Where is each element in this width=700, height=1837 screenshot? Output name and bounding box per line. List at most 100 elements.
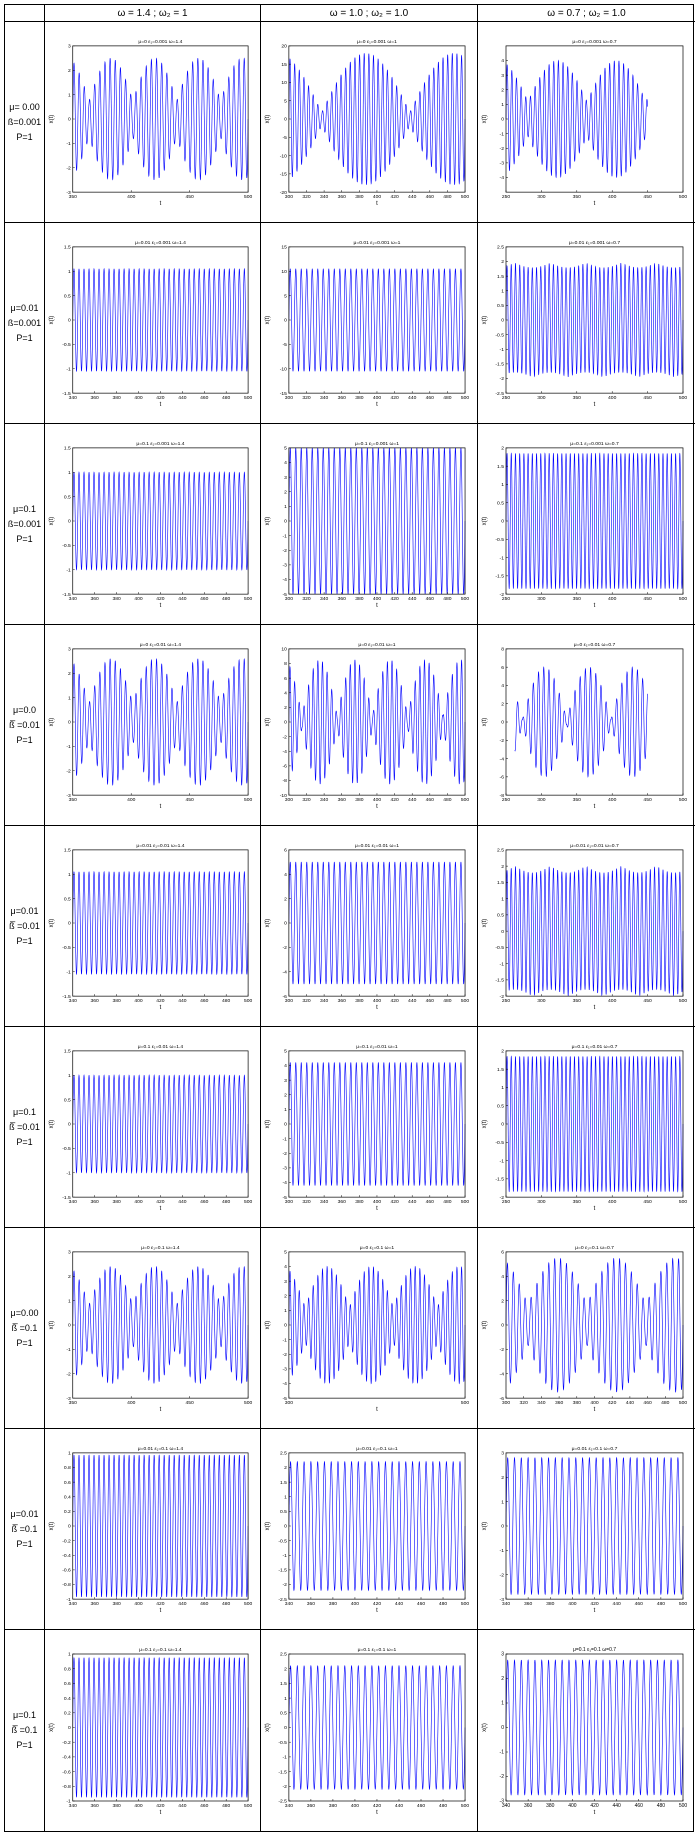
y-tick-label: 1 [68,92,71,98]
y-tick-label: 0.4 [64,1494,71,1500]
x-tick-label: 400 [127,194,135,200]
x-tick-label: 350 [573,797,582,803]
x-tick-label: 480 [443,194,452,200]
y-tick-label: 4 [284,460,287,466]
row-beta-label: ß̅ =0.1 [11,1725,38,1735]
row-label-7: μ=0.00 ß̅ =0.1 P=1 [5,1228,45,1429]
y-tick-label: -4 [500,175,505,181]
y-tick-label: -1 [500,555,505,561]
x-tick-label: 460 [426,1199,435,1205]
y-tick-label: -0.5 [495,945,504,951]
x-tick-label: 400 [134,1199,142,1205]
y-tick-label: -1 [282,1755,287,1761]
x-tick-label: 500 [461,797,470,803]
chart-title: μ=0.01 ε₁=0.001 ω=1 [354,240,401,246]
y-tick-label: 0.5 [497,1103,504,1109]
series-line [288,447,466,595]
y-tick-label: 6 [501,1250,504,1256]
x-tick-label: 250 [502,194,511,200]
y-tick-label: 0 [284,720,287,726]
x-tick-label: 300 [502,1400,511,1406]
y-tick-label: 1.5 [64,245,71,251]
x-tick-label: 440 [178,1601,186,1607]
y-tick-label: 10 [281,269,287,275]
y-tick-label: 2 [501,1676,504,1682]
x-axis-label: t [160,804,162,810]
x-tick-label: 420 [156,1199,164,1205]
plot-cell-r8-c3: μ=0.01 ε₁=0.1 ω=0.7 340 360 380 400 420 440 460… [478,1429,695,1630]
x-tick-label: 340 [320,1199,329,1205]
y-axis-label: x(t) [482,517,488,526]
x-tick-label: 400 [608,998,617,1004]
chart-svg: μ=0.1 ε₁=0.1 ω=1.4 340 360 380 400 420 440 460 4… [49,1647,253,1816]
x-tick-label: 360 [91,1803,99,1809]
x-tick-label: 340 [320,194,329,200]
y-tick-label: 3 [501,73,504,79]
x-tick-label: 440 [395,1601,404,1607]
series-line [505,866,684,997]
x-axis-label: t [376,201,378,207]
y-axis-label: x(t) [265,1522,271,1531]
y-tick-label: 1 [284,1308,287,1314]
y-tick-label: -1 [282,533,287,539]
x-tick-label: 500 [679,1803,688,1809]
x-tick-label: 420 [156,1601,164,1607]
row-p-label: P=1 [16,1538,33,1549]
x-tick-label: 340 [320,596,329,602]
plot-cell-r3-c2: μ=0.1 ε₁=0.001 ω=1 300 320 340 360 380 400 420 4… [261,424,478,625]
row-p-label: P=1 [16,131,33,142]
y-tick-label: 1 [68,695,71,701]
y-tick-label: 0.5 [64,293,71,299]
y-tick-label: 1 [501,1701,504,1707]
y-tick-label: -1 [66,567,71,573]
x-tick-label: 500 [244,998,252,1004]
y-tick-label: 0.8 [64,1465,71,1471]
y-tick-label: -2 [282,548,287,554]
y-axis-label: x(t) [265,718,271,727]
row-p-label: P=1 [16,935,33,946]
y-tick-label: 2 [68,1274,71,1280]
x-tick-label: 500 [461,395,470,401]
x-axis-label: t [160,1407,162,1413]
x-tick-label: 420 [156,395,164,401]
x-tick-label: 450 [643,998,652,1004]
x-tick-label: 360 [91,596,99,602]
chart-title: μ=0.1 ε₁=0.1 ω=1.4 [139,1647,182,1653]
y-tick-label: -6 [282,994,287,1000]
y-tick-label: 0 [501,519,504,525]
chart-title: μ=0.1 ε₁=0.001 ω=1.4 [136,441,184,447]
y-tick-label: 0.5 [497,913,504,919]
y-tick-label: -0.5 [278,1538,287,1544]
row-p-label: P=1 [16,533,33,544]
x-tick-label: 400 [127,797,135,803]
x-tick-label: 480 [657,1803,666,1809]
x-axis-label: t [376,1810,378,1816]
x-axis-label: t [594,804,596,810]
y-tick-label: -1.5 [278,1769,287,1775]
chart-title: μ=0 ε₁=0.001 ω=0.7 [572,39,617,45]
x-axis-label: t [160,201,162,207]
x-tick-label: 360 [91,1199,99,1205]
y-tick-label: 2 [68,671,71,677]
x-tick-label: 400 [373,998,382,1004]
y-tick-label: 2 [284,705,287,711]
y-tick-label: -1 [66,744,71,750]
x-tick-label: 420 [390,596,399,602]
x-tick-label: 440 [178,395,186,401]
x-tick-label: 300 [537,395,546,401]
x-tick-label: 380 [573,1400,582,1406]
y-axis-label: x(t) [482,1120,488,1129]
x-tick-label: 400 [608,194,617,200]
x-tick-label: 360 [338,194,347,200]
corner-cell [5,5,45,22]
x-tick-label: 440 [612,1803,621,1809]
y-tick-label: 1.5 [280,1480,287,1486]
x-tick-label: 400 [608,797,617,803]
y-axis-label: x(t) [49,718,55,727]
x-tick-label: 460 [200,596,208,602]
plot-cell-r4-c3: μ=0 ε₁=0.01 ω=0.7 250 300 350 400 450 500 -8 -6 -… [478,625,695,826]
y-axis-label: x(t) [265,919,271,928]
x-tick-label: 360 [338,1199,347,1205]
y-tick-label: -0.5 [278,1740,287,1746]
y-tick-label: -1.5 [62,391,71,397]
